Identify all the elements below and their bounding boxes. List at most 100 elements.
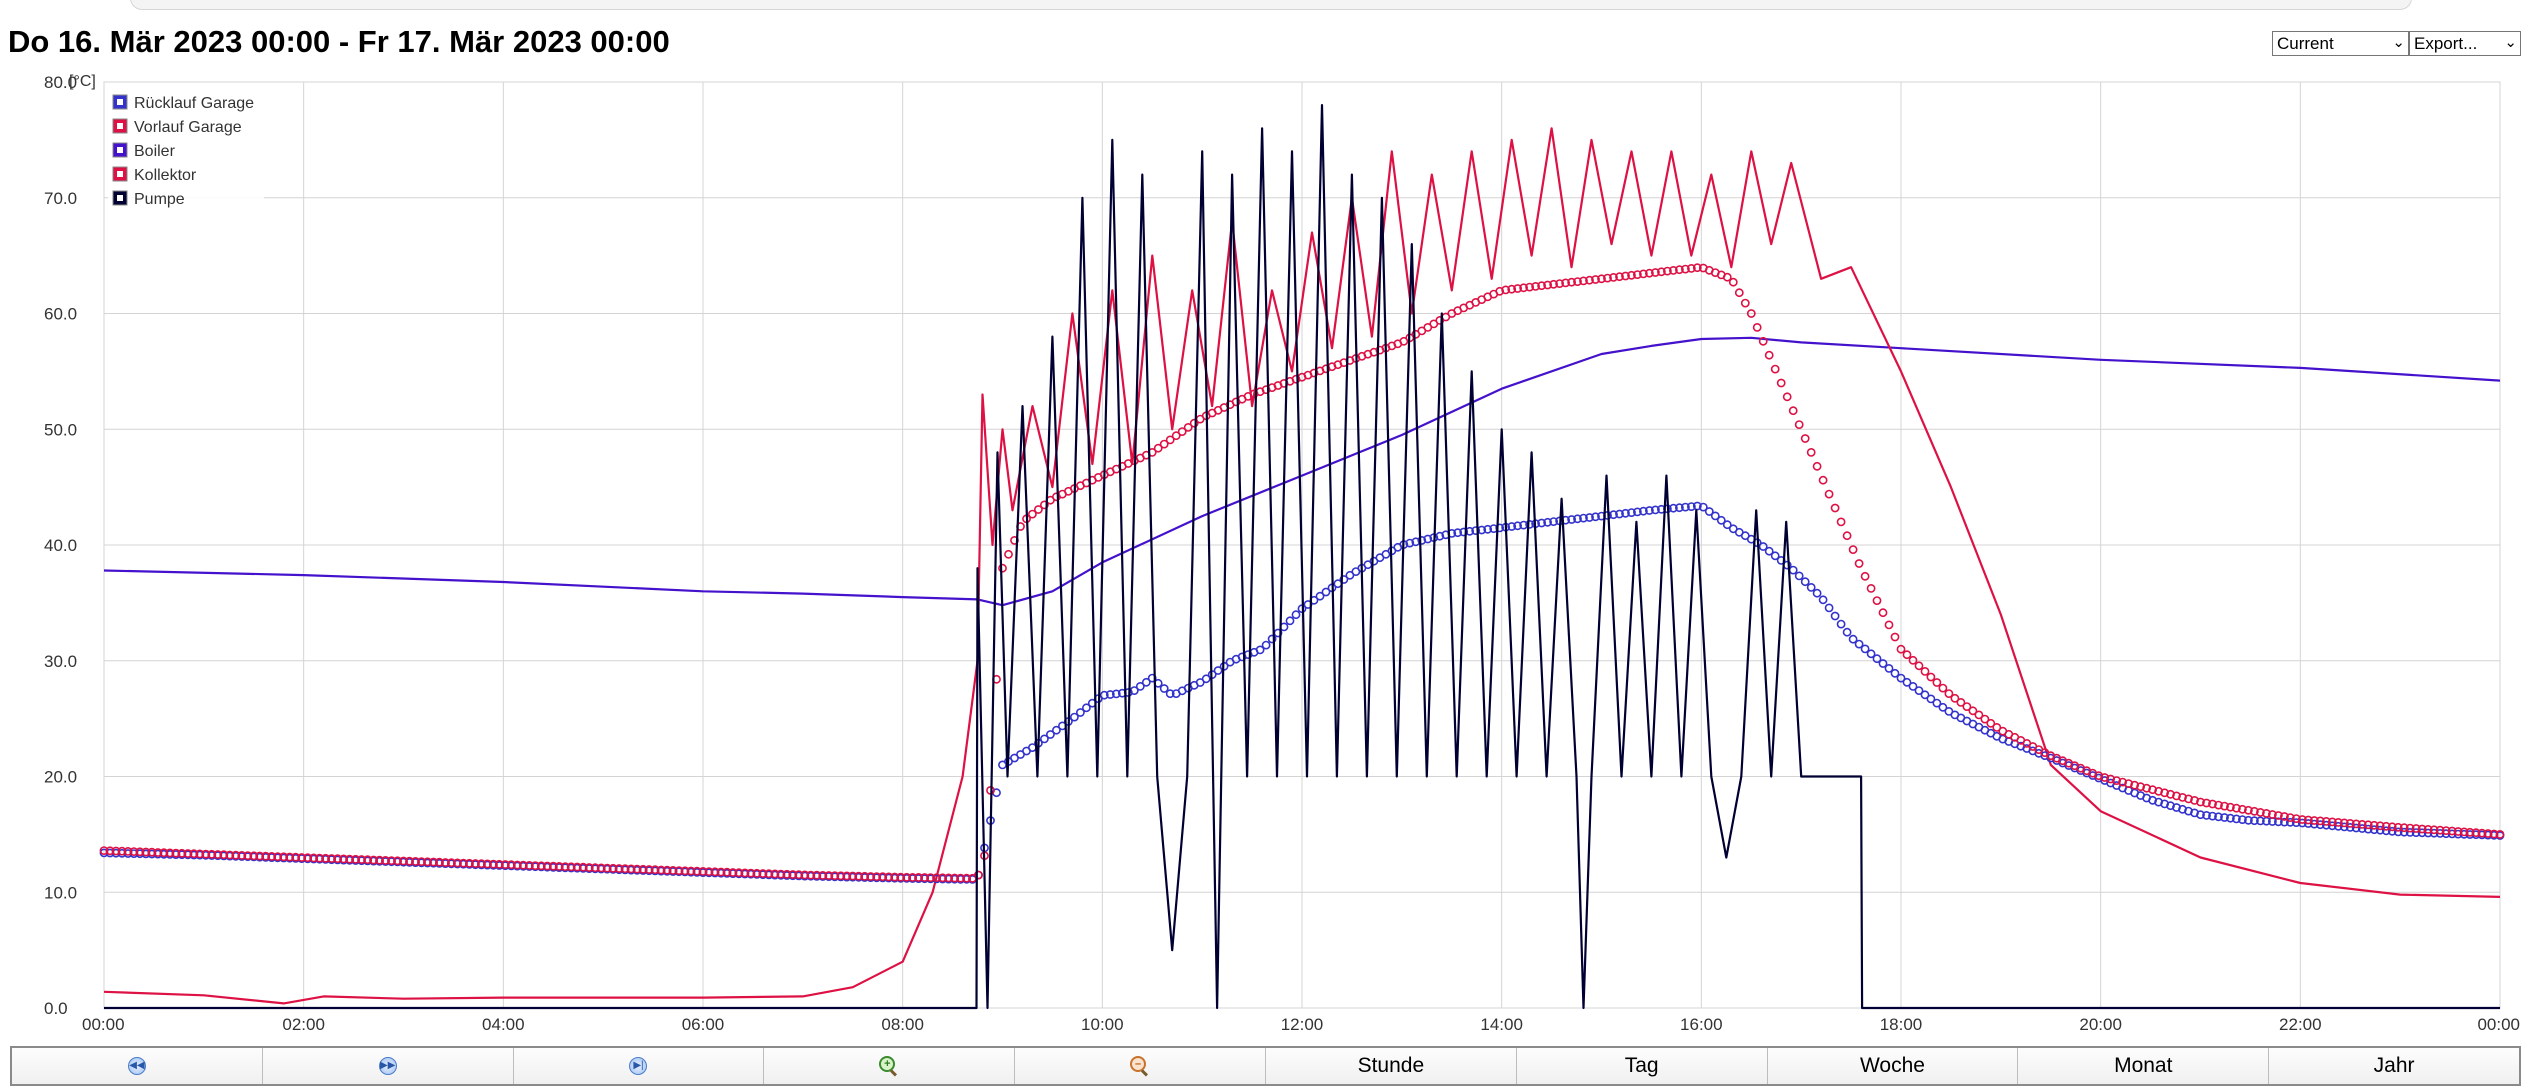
- legend-entry: Vorlauf Garage: [112, 118, 242, 136]
- data-point: [1782, 392, 1792, 402]
- data-point: [1621, 271, 1630, 281]
- data-point: [1968, 706, 1978, 716]
- data-point: [1645, 268, 1654, 278]
- data-point: [273, 852, 283, 861]
- data-point: [1453, 528, 1463, 538]
- data-point: [770, 869, 780, 879]
- data-point: [2237, 815, 2247, 824]
- data-point: [1513, 284, 1522, 293]
- legend-entry: Boiler: [112, 142, 176, 160]
- data-point: [434, 857, 444, 867]
- data-point: [2208, 799, 2217, 809]
- data-point: [782, 869, 792, 879]
- data-point: [2387, 826, 2397, 836]
- fast-forward-button[interactable]: ▶▶: [262, 1048, 514, 1084]
- data-point: [482, 859, 492, 869]
- y-tick-label: 0.0: [44, 999, 68, 1018]
- data-point: [105, 846, 115, 856]
- data-point: [1842, 531, 1852, 541]
- y-tick-label: 10.0: [44, 883, 77, 902]
- data-point: [2333, 818, 2343, 827]
- data-point: [1842, 627, 1852, 637]
- data-point: [1405, 538, 1415, 548]
- data-point: [1824, 603, 1834, 613]
- data-point: [1657, 267, 1666, 277]
- data-point: [1537, 518, 1546, 528]
- week-button[interactable]: Woche: [1767, 1048, 2019, 1084]
- data-point: [1794, 420, 1804, 429]
- data-point: [1639, 506, 1648, 516]
- data-point: [2225, 802, 2235, 812]
- data-point: [1285, 616, 1295, 626]
- year-button[interactable]: Jahr: [2269, 1048, 2519, 1084]
- data-point: [1603, 273, 1612, 283]
- data-point: [500, 860, 510, 869]
- data-point: [1824, 489, 1834, 499]
- data-point: [488, 859, 498, 869]
- x-tick-label: 14:00: [1480, 1015, 1523, 1030]
- data-point: [2381, 826, 2391, 836]
- skip-end-button[interactable]: ▶|: [513, 1048, 765, 1084]
- data-point: [1788, 406, 1798, 416]
- data-point: [1201, 674, 1211, 684]
- data-point: [2178, 793, 2187, 802]
- data-point: [195, 849, 205, 859]
- data-point: [2237, 804, 2247, 814]
- period-select[interactable]: Current ⌄: [2272, 31, 2409, 56]
- data-point: [1573, 277, 1582, 286]
- export-select[interactable]: Export... ⌄: [2409, 31, 2521, 56]
- data-point: [1812, 588, 1822, 598]
- data-point: [758, 869, 768, 878]
- data-point: [884, 872, 894, 882]
- data-point: [1579, 276, 1588, 286]
- data-point: [1315, 591, 1325, 601]
- zoom-in-button[interactable]: +: [764, 1048, 1016, 1084]
- data-point: [2405, 828, 2415, 837]
- data-point: [1040, 734, 1049, 744]
- hour-button[interactable]: Stunde: [1265, 1048, 1517, 1084]
- day-button[interactable]: Tag: [1516, 1048, 1768, 1084]
- data-point: [1692, 501, 1702, 511]
- data-point: [2435, 825, 2445, 835]
- data-point: [2447, 826, 2457, 836]
- data-point: [2399, 823, 2409, 833]
- data-point: [2369, 820, 2379, 830]
- data-point: [2142, 783, 2151, 793]
- zoom-out-button[interactable]: –: [1015, 1048, 1266, 1084]
- data-point: [1555, 279, 1564, 288]
- month-button[interactable]: Monat: [2018, 1048, 2270, 1084]
- data-point: [279, 852, 289, 862]
- data-point: [1153, 443, 1163, 453]
- data-point: [1052, 725, 1061, 735]
- data-point: [1105, 690, 1115, 699]
- data-point: [1567, 277, 1576, 287]
- data-point: [1076, 708, 1085, 717]
- data-point: [2124, 779, 2133, 788]
- x-tick-label: 16:00: [1680, 1015, 1723, 1030]
- data-point: [842, 871, 852, 881]
- data-point: [2172, 791, 2181, 801]
- data-point: [734, 868, 744, 878]
- skip-end-icon: ▶|: [629, 1057, 648, 1075]
- data-point: [1908, 655, 1918, 665]
- data-point: [1159, 439, 1169, 449]
- data-point: [1004, 549, 1013, 559]
- temperature-chart[interactable]: [°C] 0.0 10.0 20.0 30.0 40.0 50.0 60.0 70.0 80.0…: [0, 70, 2521, 1030]
- rewind-button[interactable]: ◀◀: [12, 1048, 263, 1084]
- data-point: [2160, 799, 2169, 809]
- data-point: [219, 850, 229, 860]
- data-point: [1681, 264, 1690, 274]
- data-point: [111, 846, 121, 856]
- data-point: [1687, 263, 1696, 273]
- data-point: [710, 867, 720, 877]
- data-point: [363, 855, 372, 865]
- data-point: [716, 867, 726, 877]
- data-point: [458, 858, 468, 868]
- data-point: [932, 873, 941, 883]
- data-point: [1914, 686, 1924, 695]
- data-point: [1806, 447, 1816, 457]
- rewind-icon: ◀◀: [127, 1057, 146, 1075]
- data-point: [626, 864, 636, 874]
- data-point: [2327, 817, 2337, 827]
- data-point: [2196, 797, 2205, 807]
